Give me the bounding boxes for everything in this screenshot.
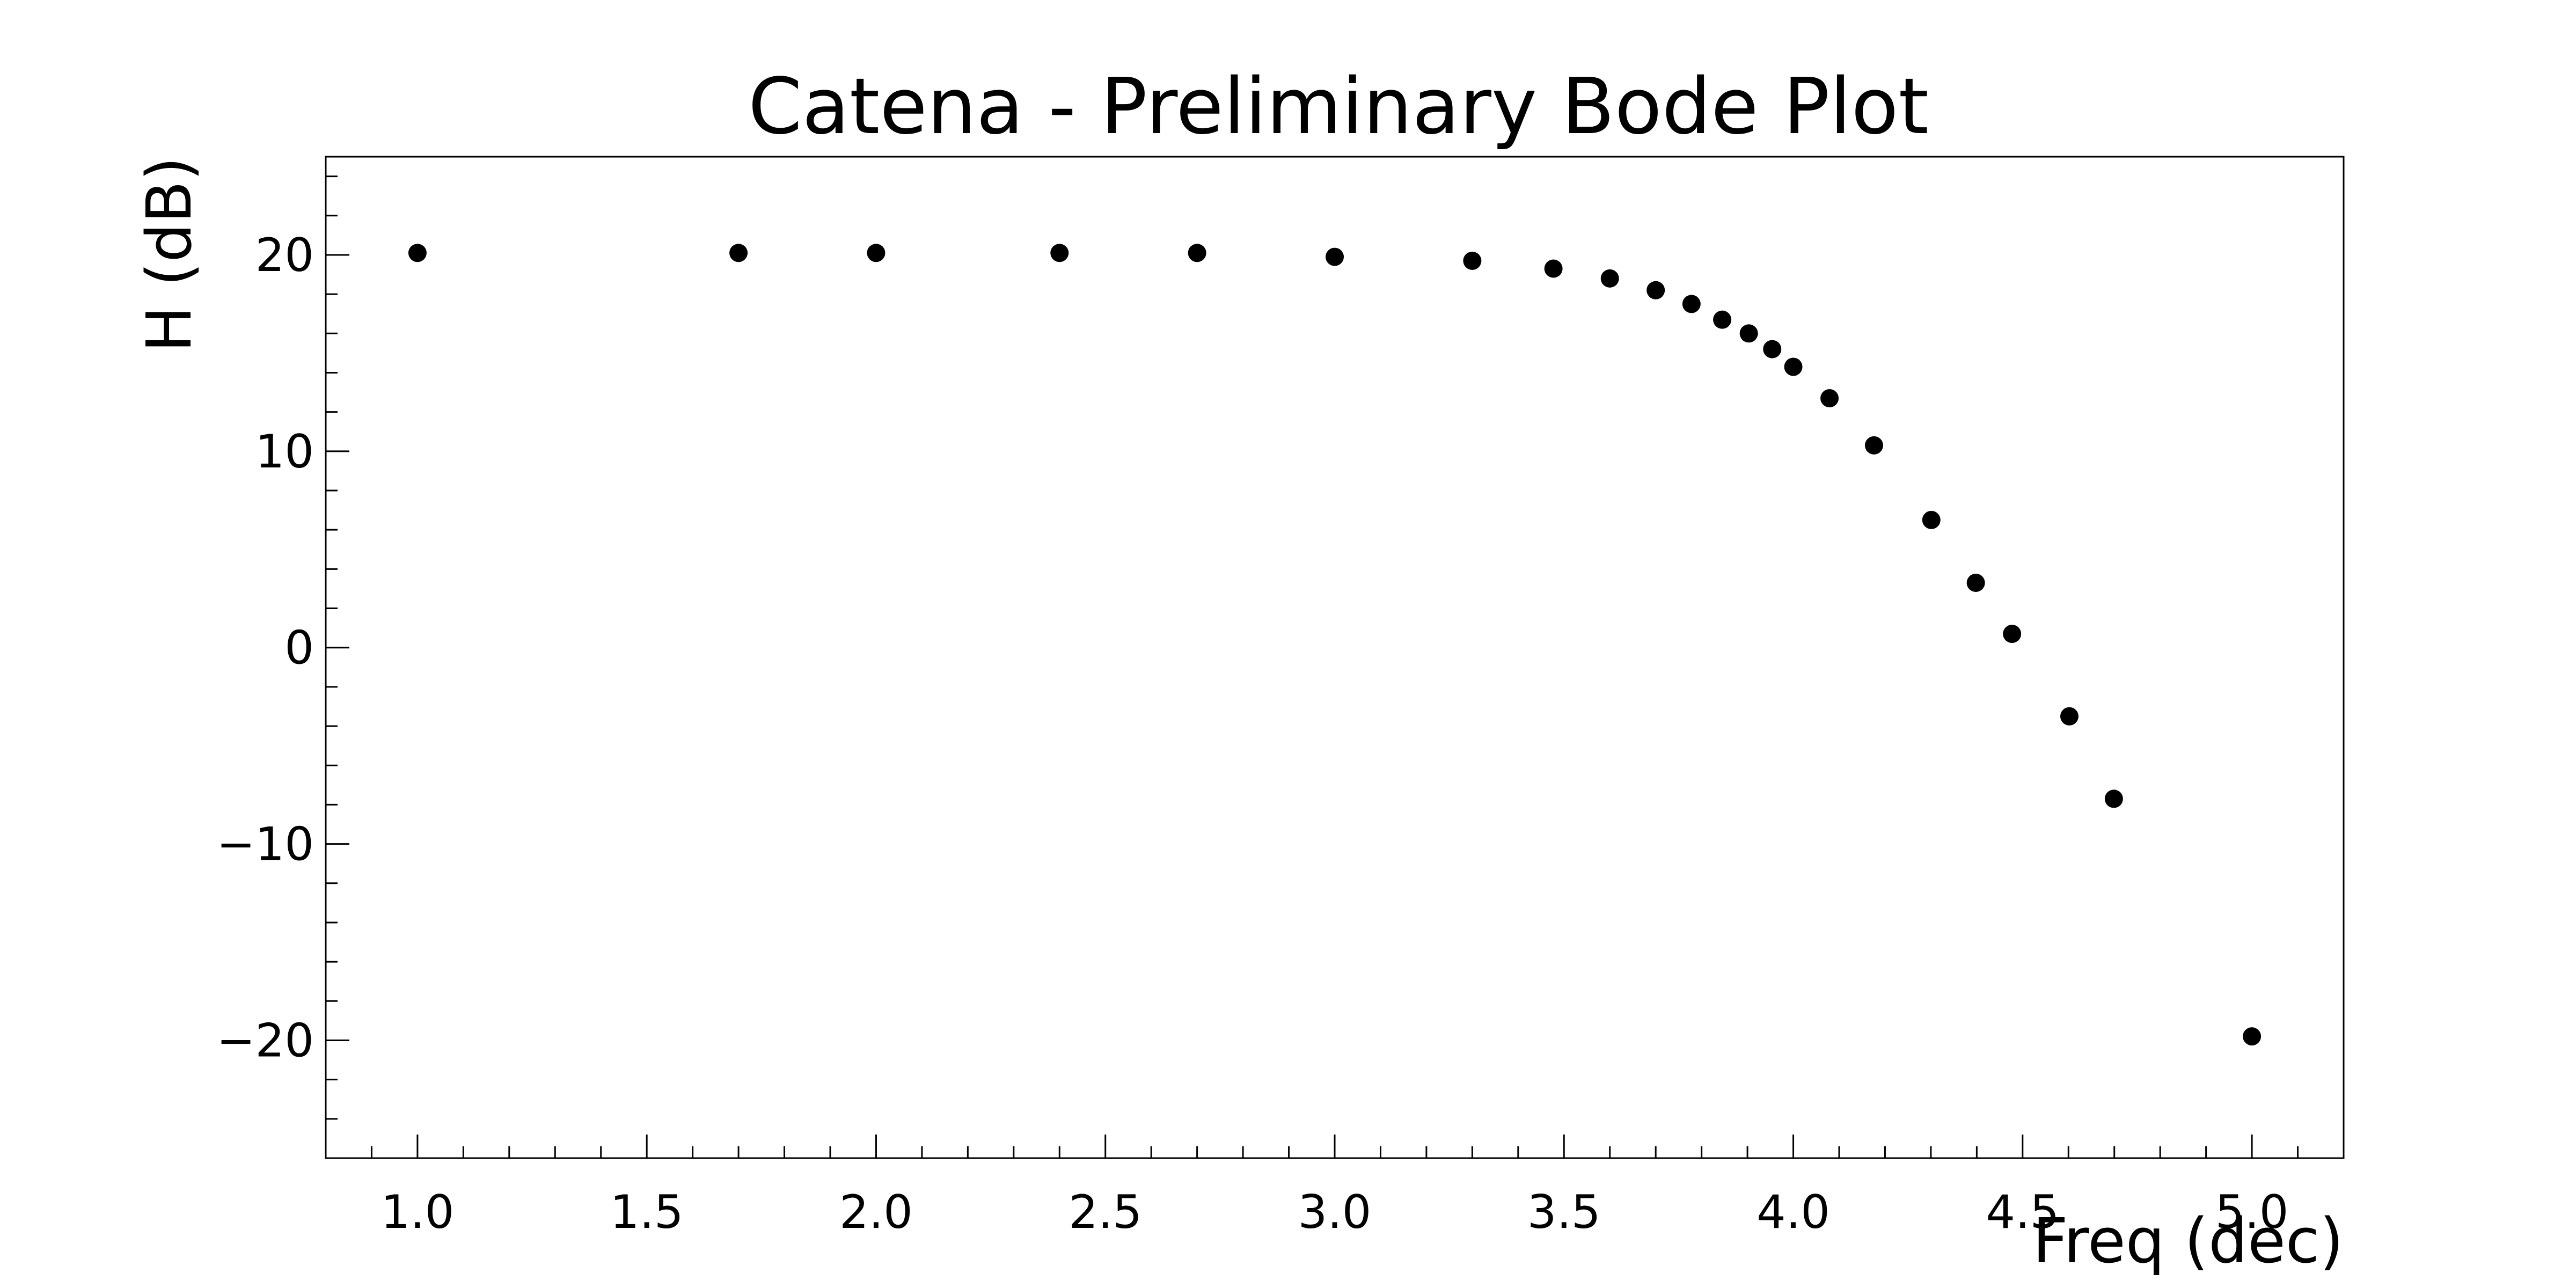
chart-title: Catena - Preliminary Bode Plot	[748, 61, 1929, 151]
x-tick-label: 1.5	[610, 1185, 684, 1239]
data-point	[1922, 510, 1941, 529]
data-point	[1188, 244, 1206, 262]
data-point	[1463, 251, 1482, 270]
x-tick-label: 2.0	[839, 1185, 913, 1239]
x-tick-label: 3.5	[1527, 1185, 1601, 1239]
x-tick-label: 4.5	[1986, 1185, 2059, 1239]
data-point	[2003, 625, 2022, 643]
y-tick-label: 0	[284, 621, 314, 675]
x-tick-label: 2.5	[1069, 1185, 1142, 1239]
data-point	[1050, 244, 1069, 262]
data-point	[1820, 389, 1839, 408]
plot-area-frame	[325, 156, 2345, 1159]
data-point	[408, 244, 427, 262]
data-point	[1713, 310, 1732, 329]
y-tick-label: −10	[217, 818, 314, 872]
data-point	[1646, 281, 1665, 299]
x-axis-label: Freq (dec)	[2032, 1205, 2344, 1277]
axis-ticks	[326, 175, 2299, 1158]
data-point	[2104, 789, 2123, 808]
data-point	[729, 244, 748, 262]
x-tick-label: 1.0	[381, 1185, 455, 1239]
data-point	[1784, 357, 1803, 376]
data-point	[1544, 259, 1563, 278]
y-axis-label: H (dB)	[134, 157, 206, 353]
data-points	[408, 244, 2262, 1046]
data-point	[1682, 295, 1701, 313]
data-point	[1326, 247, 1344, 266]
data-point	[1600, 269, 1619, 288]
data-point	[2243, 1027, 2262, 1046]
x-tick-label: 3.0	[1298, 1185, 1372, 1239]
y-tick-label: −20	[217, 1014, 314, 1067]
data-point	[2060, 707, 2079, 726]
data-point	[1864, 436, 1883, 455]
data-point	[1763, 340, 1782, 358]
x-tick-label: 4.0	[1757, 1185, 1830, 1239]
y-tick-label: 10	[255, 425, 314, 479]
data-point	[1966, 573, 1985, 592]
x-tick-label: 5.0	[2215, 1185, 2289, 1239]
axis-tick-labels: 1.0 1.5 2.0 2.5 3.0 3.5 4.0 4.5 5.0 −20 −10 0 10 20	[217, 229, 2289, 1239]
y-tick-label: 20	[255, 229, 314, 282]
data-point	[867, 244, 885, 262]
data-point	[1739, 324, 1758, 343]
